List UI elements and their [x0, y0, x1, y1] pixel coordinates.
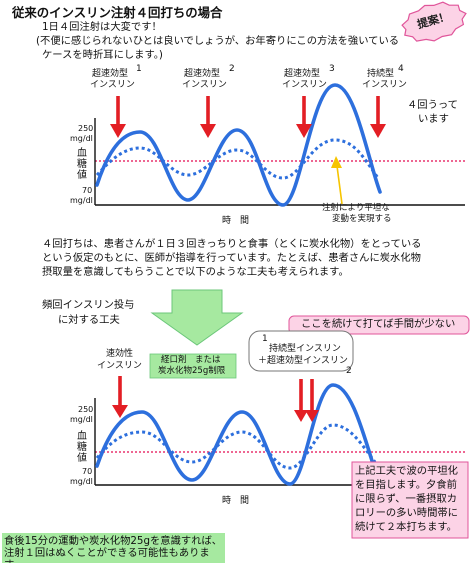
injection-4-type: 持続型: [367, 69, 395, 79]
chart2-x-label: 時 間: [222, 496, 250, 506]
tip-bubble-text: ここを続けて打てば手間が少ない: [301, 318, 456, 330]
combo-number-1: 1: [262, 334, 268, 344]
combo-line-2: ＋超速効型インスリン: [258, 356, 348, 366]
summary-note-line: に限らず、一番摂取カ: [355, 493, 458, 505]
injection-3-name: インスリン: [282, 80, 327, 90]
chart2-y-top-value: 250: [78, 405, 94, 414]
explanation-line-3: 摂取量を意識してもらうことで以下のような工夫も考えられます。: [42, 266, 349, 278]
summary-note: 上記工夫で波の平坦化 を目指します。夕食前 に限らず、一番摂取カ ロリーの多い時…: [355, 464, 467, 536]
improvement-title-line-2: に対する工夫: [58, 314, 120, 326]
subtitle: 1日４回注射は大変です！: [42, 21, 162, 33]
summary-note-line: ロリーの多い時間帯に: [355, 507, 458, 519]
chart2-y-bottom-value: 70: [82, 467, 93, 476]
chart1-y-top-value: 250: [78, 124, 94, 133]
injection-arrow-3: [296, 96, 312, 138]
side-note-line-1: ４回うって: [407, 99, 458, 111]
combo-line-1: 持続型インスリン: [269, 344, 341, 354]
injection-2-name: インスリン: [182, 80, 227, 90]
chart2-y-top-unit: mg/dl: [70, 415, 93, 424]
injection-4-number: 4: [398, 64, 404, 74]
summary-note-line: を目指します。夕食前: [355, 479, 457, 491]
combo-arrow-1: [294, 379, 308, 422]
note-line-1: (不便に感じられないひとは良いでしょうが、お年寄りにこの方法を強いている: [36, 35, 400, 47]
annotation-arrow: [331, 156, 343, 205]
chart2-ideal-wave: [95, 423, 377, 470]
chart1-y-bottom-value: 70: [82, 186, 93, 195]
oral-box-shape: [149, 353, 237, 379]
explanation-line-1: ４回打ちは、患者さんが１日３回きっちりと食事（とくに炭水化物）をとっている: [42, 238, 422, 250]
chart2-glucose-wave: [95, 383, 380, 486]
injection-arrow-2: [200, 96, 216, 138]
chart2-y-label: 血糖値: [74, 430, 86, 463]
proposal-badge-shape: [401, 1, 467, 42]
injection-2-type: 超速効型: [184, 69, 221, 79]
explanation-line-2: という仮定のもとに、医師が指導を行っています。たとえば、患者さんに炭水化物: [42, 252, 421, 264]
chart1: [94, 83, 465, 207]
bottom-note-line: す: [4, 559, 225, 563]
rapid-insulin-line-2: インスリン: [97, 361, 142, 371]
bottom-note-shape: [2, 533, 225, 563]
oral-box-line-1: 経口剤 または: [161, 355, 221, 365]
rapid-insulin-arrow: [112, 376, 128, 418]
annotation-line-1: 注射により平坦な: [322, 203, 390, 213]
chart1-y-bottom-unit: mg/dl: [70, 196, 93, 205]
chart2-y-bottom-unit: mg/dl: [70, 477, 93, 486]
injection-2-number: 2: [229, 64, 235, 74]
injection-3-type: 超速効型: [284, 69, 321, 79]
chart1-y-top-unit: mg/dl: [70, 134, 93, 143]
injection-1-type: 超速効型: [92, 69, 129, 79]
injection-1-name: インスリン: [90, 80, 135, 90]
summary-note-line: 上記工夫で波の平坦化: [355, 465, 458, 477]
bottom-note-line: 食後15分の運動や炭水化物25gを意識すれば、: [4, 535, 223, 547]
bottom-note: 食後15分の運動や炭水化物25gを意識すれば、 注射１回はぬくことができる可能性…: [4, 535, 225, 563]
chart1-x-label: 時 間: [222, 216, 250, 226]
annotation-line-2: 変動を実現する: [332, 214, 392, 224]
injection-arrow-4: [370, 96, 386, 138]
improvement-title-line-1: 頻回インスリン投与: [42, 299, 135, 311]
summary-note-shape: [351, 461, 469, 539]
chart1-ideal-wave: [95, 138, 380, 180]
oral-box-line-2: 炭水化物25g制限: [158, 366, 226, 376]
summary-note-line: 続けて２本打ちます。: [355, 521, 457, 533]
combo-box-shape: [248, 330, 354, 372]
side-note-line-2: います: [418, 113, 449, 125]
injection-1-number: 1: [136, 64, 142, 74]
chart1-y-label: 血糖値: [74, 147, 86, 180]
chart2: [94, 376, 465, 486]
combo-number-2: 2: [346, 366, 352, 376]
injection-3-number: 3: [329, 64, 335, 74]
injection-arrow-1: [110, 96, 126, 138]
chart1-glucose-wave: [95, 83, 382, 207]
bottom-note-line: 注射１回はぬくことができる可能性もありま: [4, 547, 210, 559]
injection-4-name: インスリン: [362, 80, 407, 90]
rapid-insulin-line-1: 速効性: [106, 349, 134, 359]
down-arrow-shape: [150, 289, 244, 346]
page-title: 従来のインスリン注射４回打ちの場合: [12, 5, 223, 20]
combo-arrow-2: [305, 379, 319, 422]
note-line-2: ケースを時折耳にします。): [42, 49, 163, 61]
